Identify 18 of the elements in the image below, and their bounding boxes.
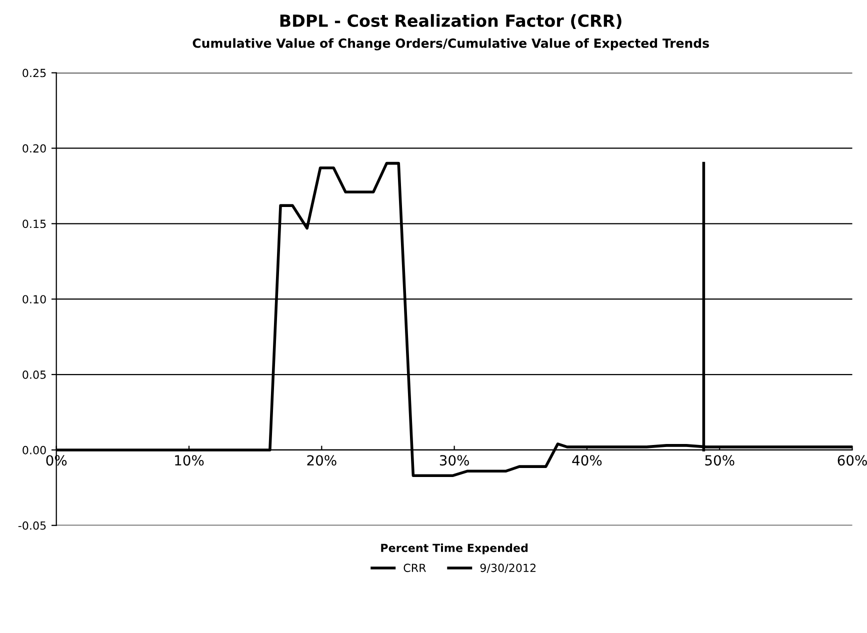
y-tick-label: 0.00 [22, 446, 46, 454]
y-tick-label: 0.05 [22, 370, 46, 379]
y-tick-label: 0.15 [22, 220, 46, 228]
legend-label: 9/30/2012 [480, 564, 536, 573]
x-tick-label: 30% [440, 455, 469, 466]
x-tick-label: 10% [175, 455, 204, 466]
y-tick-label: 0.25 [22, 68, 46, 78]
chart-title: BDPL - Cost Realization Factor (CRR) [280, 14, 622, 29]
x-tick-label: 20% [307, 455, 336, 466]
chart-subtitle: Cumulative Value of Change Orders/Cumulative Value of Expected Trends [192, 38, 709, 50]
x-tick-label: 50% [705, 455, 734, 466]
x-axis-title: Percent Time Expended [381, 543, 528, 554]
legend-label: CRR [404, 564, 426, 572]
y-tick-label: 0.10 [22, 295, 46, 304]
y-tick-label: -0.05 [18, 521, 46, 530]
x-tick-label: 40% [572, 455, 602, 466]
y-tick-label: 0.20 [22, 144, 46, 153]
x-tick-label: 60% [838, 455, 867, 466]
